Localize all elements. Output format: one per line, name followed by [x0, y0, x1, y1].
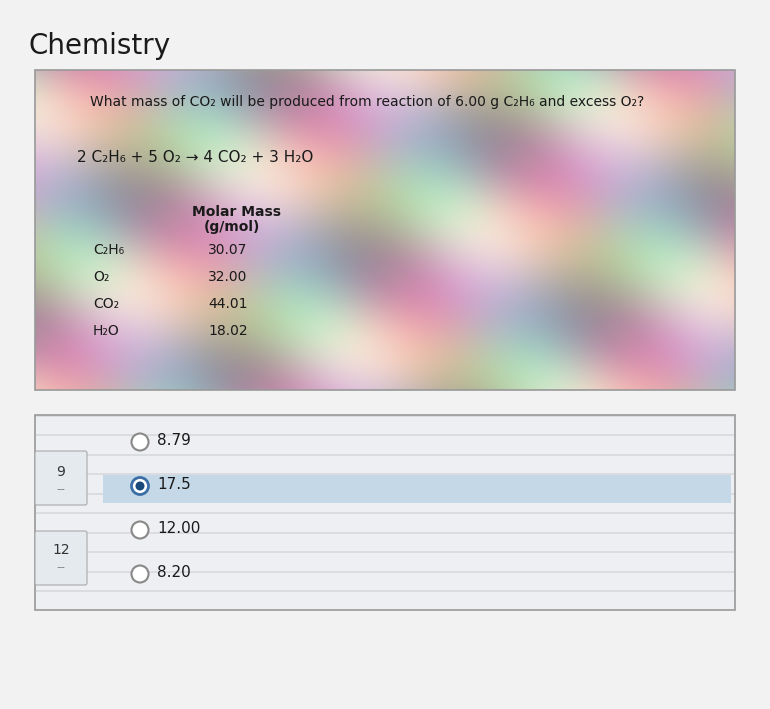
Text: 30.07: 30.07	[208, 243, 247, 257]
Text: C₂H₆: C₂H₆	[93, 243, 124, 257]
Text: 17.5: 17.5	[157, 477, 191, 492]
FancyBboxPatch shape	[103, 475, 731, 503]
FancyBboxPatch shape	[35, 451, 87, 505]
Text: --: --	[56, 561, 65, 574]
Text: 12: 12	[52, 543, 70, 557]
Text: --: --	[56, 483, 65, 496]
Text: CO₂: CO₂	[93, 297, 119, 311]
Text: 18.02: 18.02	[208, 324, 248, 338]
Text: Molar Mass: Molar Mass	[192, 205, 281, 219]
Text: O₂: O₂	[93, 270, 109, 284]
Text: (g/mol): (g/mol)	[204, 220, 260, 234]
Circle shape	[132, 522, 149, 539]
Text: What mass of CO₂ will be produced from reaction of 6.00 g C₂H₆ and excess O₂?: What mass of CO₂ will be produced from r…	[90, 95, 644, 109]
Circle shape	[132, 477, 149, 494]
Text: Chemistry: Chemistry	[28, 32, 170, 60]
Text: 8.79: 8.79	[157, 433, 191, 448]
Text: 44.01: 44.01	[208, 297, 247, 311]
Circle shape	[136, 481, 145, 491]
Text: 12.00: 12.00	[157, 521, 200, 536]
Text: 32.00: 32.00	[208, 270, 247, 284]
Circle shape	[132, 433, 149, 450]
Text: 8.20: 8.20	[157, 565, 191, 580]
Text: 9: 9	[56, 465, 65, 479]
Circle shape	[132, 566, 149, 583]
FancyBboxPatch shape	[35, 531, 87, 585]
Text: H₂O: H₂O	[93, 324, 120, 338]
Text: 2 C₂H₆ + 5 O₂ → 4 CO₂ + 3 H₂O: 2 C₂H₆ + 5 O₂ → 4 CO₂ + 3 H₂O	[77, 150, 313, 165]
